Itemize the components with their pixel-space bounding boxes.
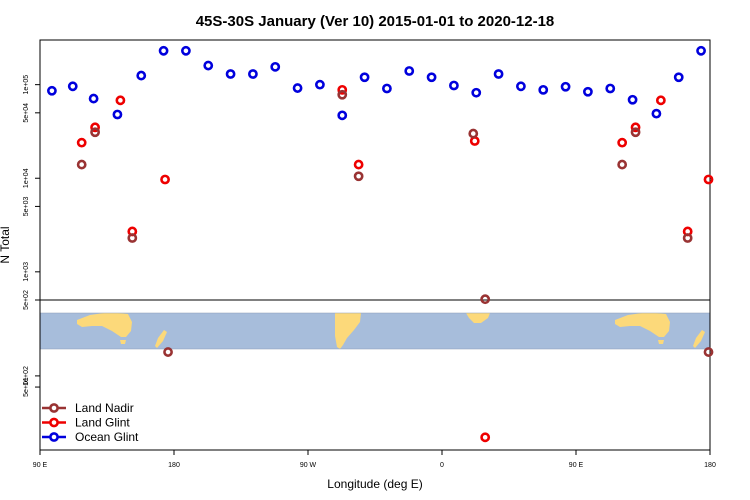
- legend-marker-ocean-glint: [49, 432, 59, 442]
- ocean-glint-point-0: [47, 85, 57, 96]
- y-lower-tick-label-0: 5e+01: [23, 377, 30, 397]
- x-tick-label-1: 180: [168, 462, 180, 469]
- land-nadir-point-9: [630, 127, 641, 138]
- map-ocean: [40, 313, 710, 349]
- x-tick-label-0: 90 E: [33, 462, 48, 469]
- land-glint-point-8: [617, 137, 628, 148]
- ocean-glint-point-22: [538, 84, 549, 95]
- y-upper-tick-label-5: 1e+05: [23, 75, 30, 95]
- x-tick-label-4: 90 E: [569, 462, 584, 469]
- land-glint-point-13: [480, 432, 491, 443]
- legend-label-ocean-glint: Ocean Glint: [75, 430, 139, 444]
- x-tick-label-5: 180: [704, 462, 716, 469]
- land-glint-point-12: [703, 174, 714, 185]
- land-glint-point-3: [160, 174, 170, 185]
- ocean-glint-point-25: [605, 83, 616, 94]
- land-nadir-point-3: [163, 347, 173, 357]
- ocean-glint-point-2: [88, 93, 99, 104]
- map-land: [77, 313, 705, 349]
- land-nadir-point-8: [617, 159, 628, 170]
- ocean-glint-point-13: [337, 110, 348, 121]
- ocean-glint-point-4: [136, 70, 147, 81]
- land-glint-point-9: [630, 122, 641, 133]
- ocean-glint-point-6: [181, 45, 191, 56]
- ocean-glint-point-28: [673, 72, 684, 83]
- land-nadir-point-1: [90, 127, 100, 138]
- ocean-glint-point-24: [583, 86, 593, 97]
- chart-title: 45S-30S January (Ver 10) 2015-01-01 to 2…: [196, 13, 555, 30]
- y-upper-tick-label-1: 1e+03: [23, 262, 30, 282]
- land-nadir-point-2: [127, 233, 138, 243]
- land-glint-point-2: [115, 95, 126, 106]
- ocean-glint-point-26: [627, 94, 638, 105]
- ocean-glint-point-17: [426, 72, 437, 83]
- ocean-glint-point-23: [560, 81, 571, 92]
- land-glint-point-10: [655, 95, 666, 106]
- x-tick-label-2: 90 W: [300, 462, 317, 469]
- lower-panel-frame: [39, 300, 711, 451]
- legend-marker-land-nadir: [49, 403, 59, 413]
- ocean-glint-point-5: [158, 45, 169, 56]
- ocean-glint-point-18: [449, 80, 459, 91]
- land-nadir-point-11: [703, 347, 714, 357]
- ocean-glint-point-8: [225, 69, 236, 79]
- y-upper-tick-label-4: 5e+04: [23, 103, 30, 123]
- map-strip: [39, 312, 711, 350]
- data-points: [47, 45, 714, 443]
- y-upper-tick-label-0: 5e+02: [23, 290, 30, 310]
- ocean-glint-point-3: [112, 109, 123, 120]
- ocean-glint-point-19: [471, 87, 482, 98]
- ocean-glint-point-15: [382, 83, 392, 94]
- ocean-glint-point-1: [67, 81, 78, 92]
- x-axis: 90 E 180 90 W 0 90 E 180: [33, 450, 716, 469]
- ocean-glint-point-20: [493, 69, 504, 79]
- land-glint-point-6: [353, 159, 364, 170]
- land-glint-point-1: [90, 122, 100, 133]
- land-nadir-point-4: [337, 89, 348, 100]
- ocean-glint-point-27: [651, 108, 662, 119]
- y-upper-tick-label-3: 1e+04: [23, 168, 30, 188]
- legend-label-land-nadir: Land Nadir: [75, 401, 134, 415]
- legend-label-land-glint: Land Glint: [75, 416, 130, 430]
- ocean-glint-point-9: [248, 69, 258, 79]
- land-glint-point-5: [337, 84, 348, 95]
- legend-marker-land-glint: [49, 417, 59, 428]
- land-nadir-point-0: [76, 159, 87, 170]
- land-nadir-point-10: [682, 233, 693, 243]
- ocean-glint-point-7: [203, 60, 214, 71]
- ocean-glint-point-29: [696, 45, 706, 56]
- y-axis-label: N Total: [0, 226, 12, 263]
- land-nadir-point-6: [468, 128, 479, 139]
- ocean-glint-point-11: [292, 83, 303, 93]
- ocean-glint-point-16: [404, 66, 415, 76]
- ocean-glint-point-10: [270, 61, 281, 72]
- y-lower-tick-label-1: 1e+02: [23, 366, 30, 386]
- land-glint-point-0: [76, 137, 87, 148]
- land-nadir-point-7: [480, 294, 491, 305]
- y-upper-tick-label-2: 5e+03: [23, 196, 30, 216]
- upper-panel-frame: [39, 39, 711, 301]
- ocean-glint-point-21: [516, 81, 526, 92]
- land-glint-point-7: [469, 136, 480, 146]
- x-tick-label-3: 0: [440, 462, 444, 469]
- land-nadir-point-5: [353, 171, 364, 182]
- x-axis-label: Longitude (deg E): [327, 477, 422, 491]
- ocean-glint-point-12: [315, 79, 325, 90]
- ocean-glint-point-14: [359, 72, 370, 83]
- y-axis-upper: 5e+02 1e+03 5e+03 1e+04 5e+04 1e+05: [23, 75, 40, 310]
